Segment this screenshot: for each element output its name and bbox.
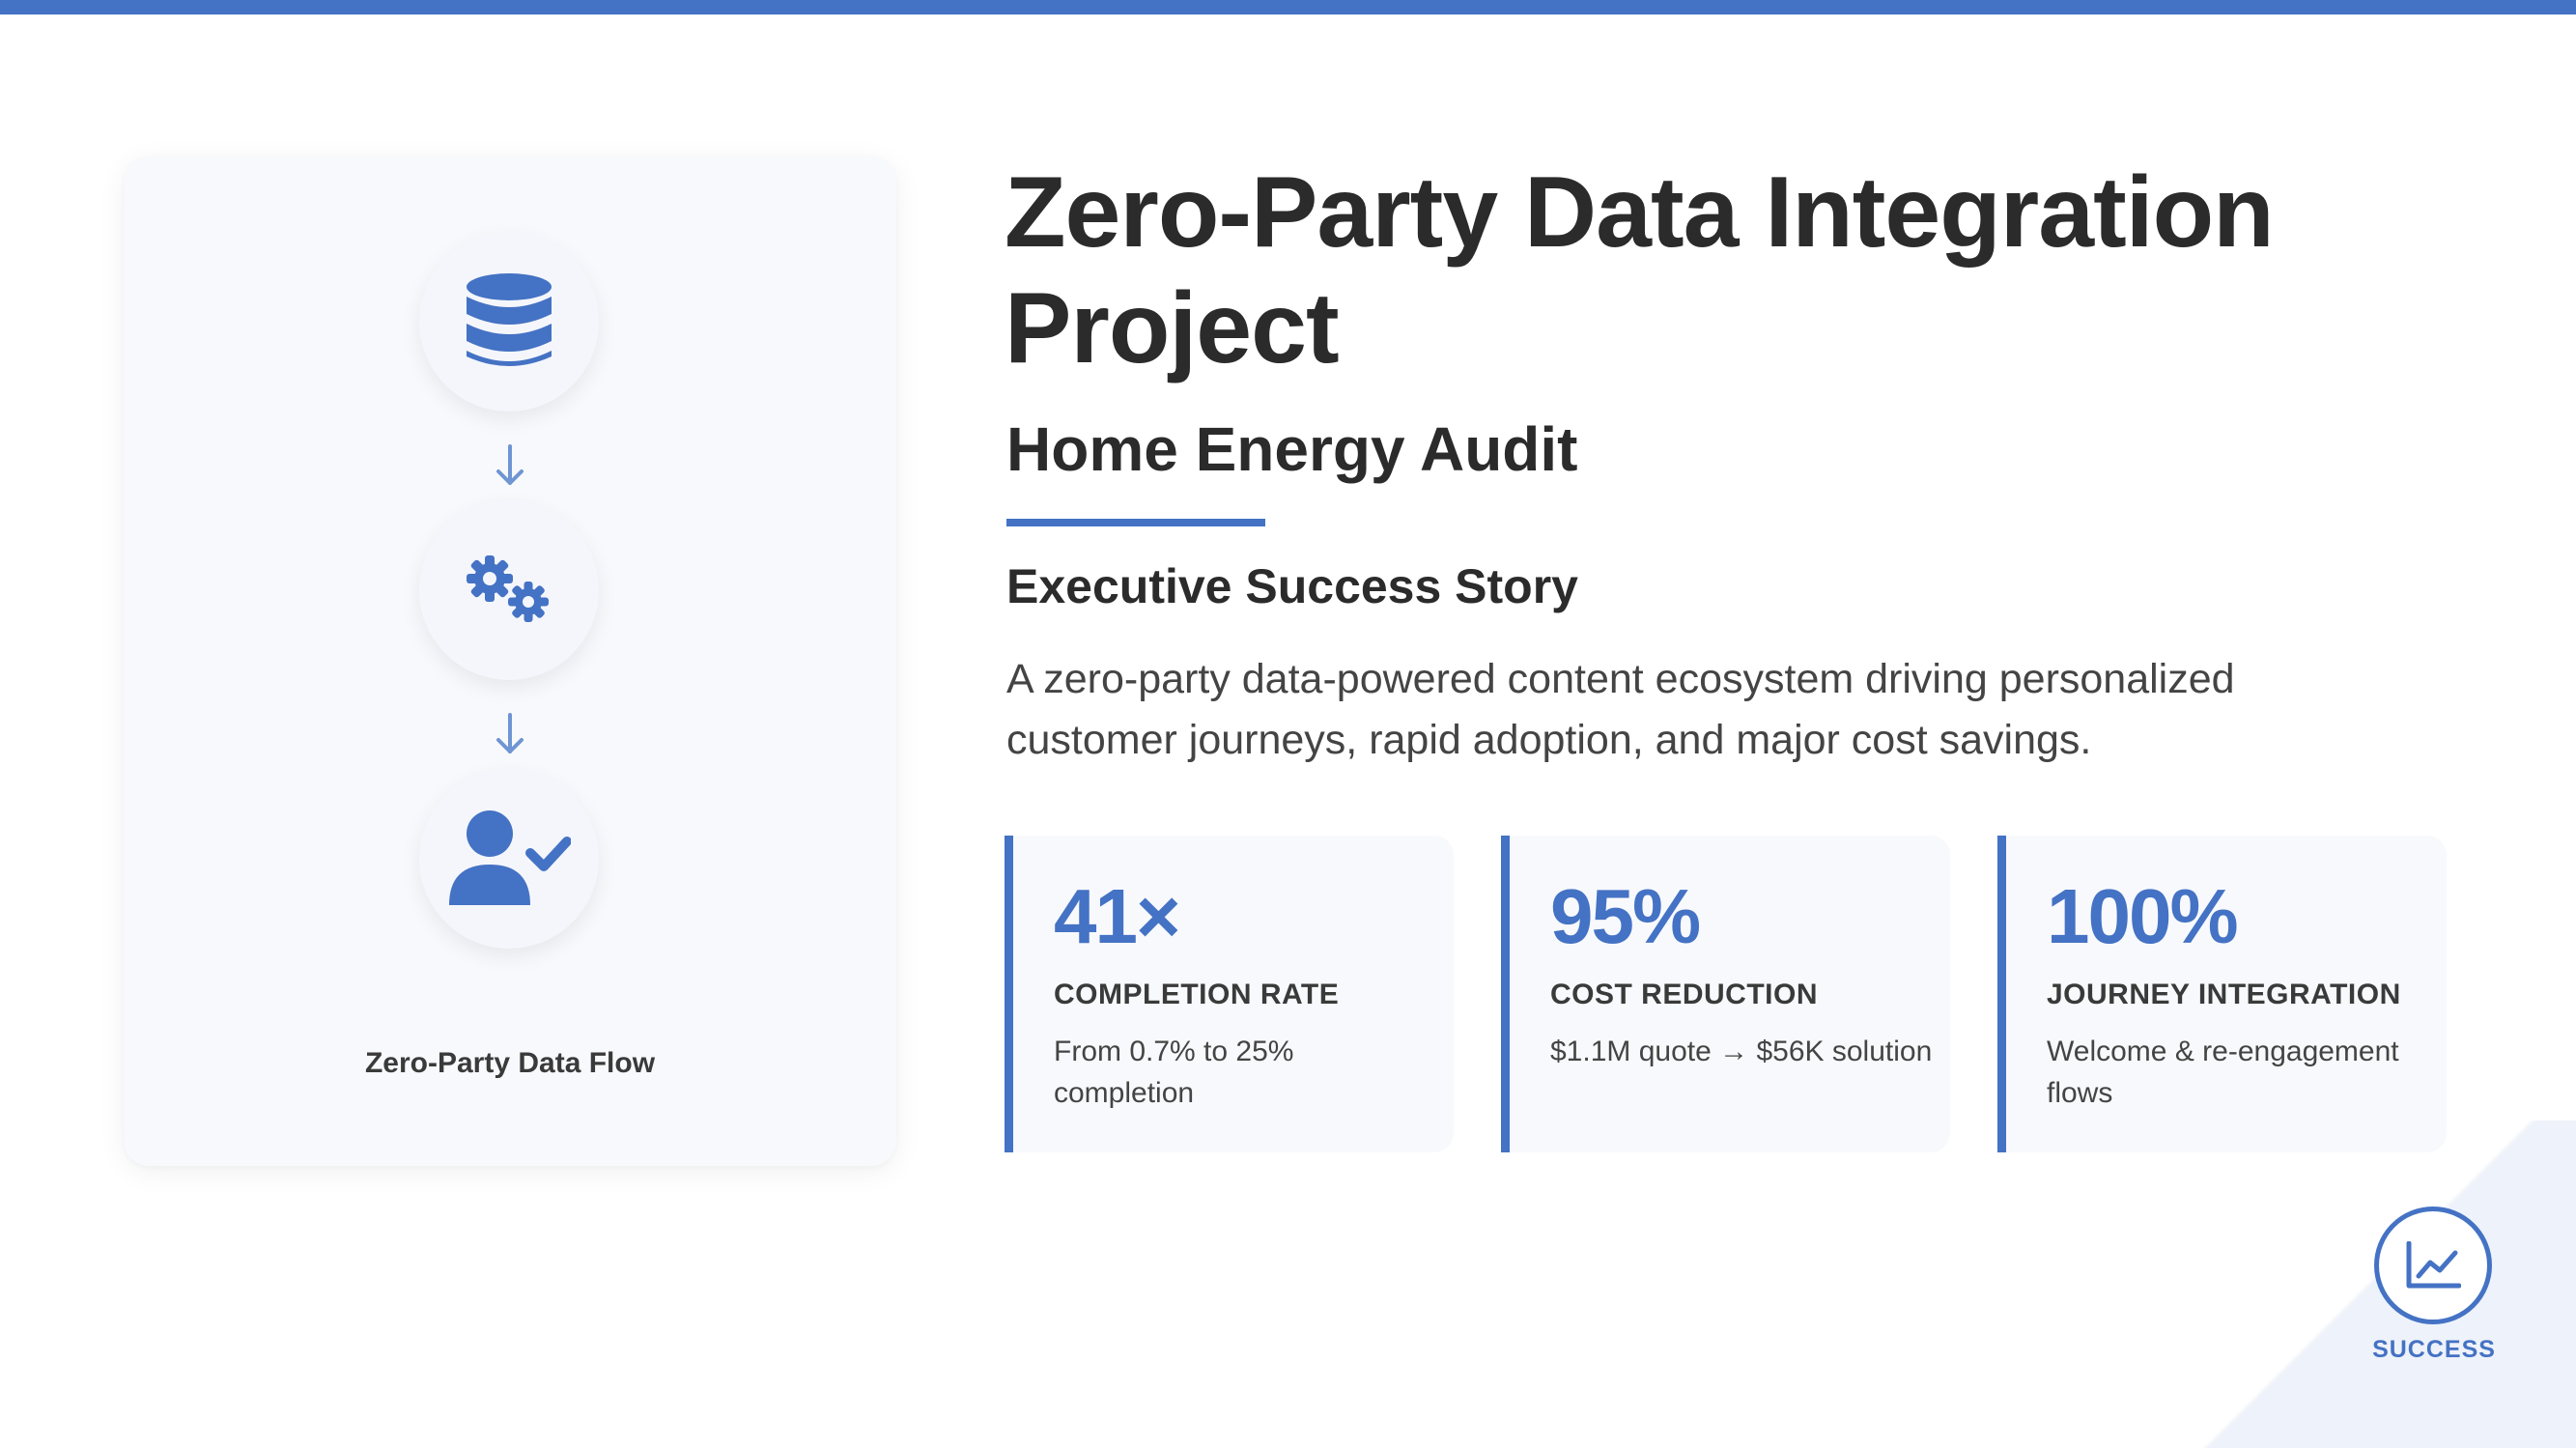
flow-caption: Zero-Party Data Flow	[364, 1047, 656, 1079]
flow-node-user	[419, 769, 599, 949]
metric-label: COST REDUCTION	[1550, 979, 1818, 1010]
metric-value: 95%	[1550, 873, 1701, 959]
flow-node-database	[419, 232, 599, 412]
metric-label: JOURNEY INTEGRATION	[2047, 979, 2401, 1010]
metric-label: COMPLETION RATE	[1054, 979, 1340, 1010]
description: A zero-party data-powered content ecosys…	[1006, 656, 2235, 763]
metric-detail: Welcome & re-engagement flows	[2047, 1036, 2399, 1109]
metric-value: 100%	[2047, 873, 2239, 959]
section-heading: Executive Success Story	[1006, 559, 1578, 613]
top-accent-bar	[0, 0, 2576, 14]
user-check-icon	[449, 810, 571, 905]
arrow-down-icon	[496, 713, 524, 753]
metric-card-cost: 95% COST REDUCTION $1.1M quote → $56K so…	[1501, 836, 1950, 1152]
metric-detail: From 0.7% to 25% completion	[1054, 1036, 1294, 1109]
gears-icon	[467, 555, 549, 622]
page-subtitle: Home Energy Audit	[1006, 414, 1578, 484]
accent-divider	[1006, 519, 1265, 526]
success-badge	[2374, 1207, 2492, 1324]
chart-line-icon	[2406, 1241, 2461, 1289]
metric-detail: $1.1M quote → $56K solution	[1550, 1036, 1933, 1067]
metric-card-journey: 100% JOURNEY INTEGRATION Welcome & re-en…	[1997, 836, 2447, 1152]
arrow-down-icon	[496, 444, 524, 485]
data-flow-card: Zero-Party Data Flow	[124, 156, 896, 1166]
page-title: Zero-Party Data Integration Project	[1005, 156, 2275, 384]
success-label: SUCCESS	[2372, 1336, 2496, 1363]
metric-card-completion: 41× COMPLETION RATE From 0.7% to 25% com…	[1005, 836, 1454, 1152]
metric-value: 41×	[1054, 873, 1181, 959]
database-icon	[467, 273, 552, 366]
flow-node-processing	[419, 500, 599, 680]
